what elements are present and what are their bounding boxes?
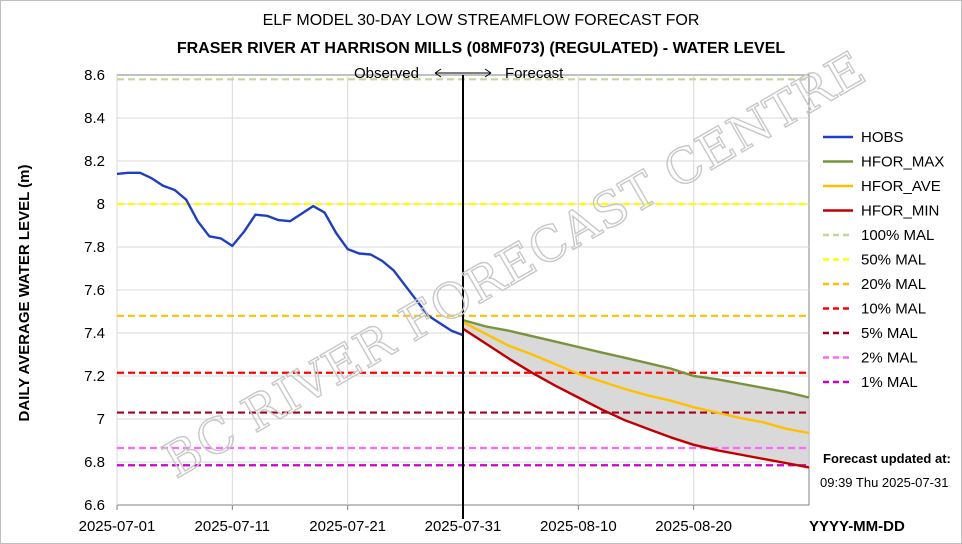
y-tick-label: 7.8	[84, 239, 105, 256]
legend-label: 5% MAL	[861, 325, 918, 342]
forecast-range-band	[462, 319, 810, 468]
legend-label: 10% MAL	[861, 301, 926, 318]
y-tick-label: 7.4	[84, 325, 105, 342]
chart-title: ELF MODEL 30-DAY LOW STREAMFLOW FORECAST…	[263, 12, 700, 29]
y-tick-label: 8	[97, 196, 105, 213]
legend-label: HFOR_AVE	[861, 178, 941, 195]
series-line	[462, 318, 810, 399]
arrow-head	[434, 68, 492, 78]
series-line	[116, 171, 464, 337]
legend-label: 2% MAL	[861, 350, 918, 367]
y-tick-label: 8.2	[84, 153, 105, 170]
plot-area: 6.6 6.8 7 7.2 7.4 7.6 7.8 8 8.2 8.4 8.6 2025-07-01 2…	[79, 40, 945, 535]
y-axis-label: DAILY AVERAGE WATER LEVEL (m)	[16, 165, 33, 422]
series-line	[462, 327, 810, 469]
forecast-updated-label: Forecast updated at:	[823, 451, 951, 466]
x-tick-label: 2025-07-21	[309, 518, 386, 535]
series-line	[462, 321, 810, 435]
forecast-updated-value: 09:39 Thu 2025-07-31	[820, 475, 948, 490]
y-tick-label: 8.6	[84, 67, 105, 84]
x-tick-label: 2025-08-20	[655, 518, 732, 535]
x-tick-label: 2025-08-10	[540, 518, 617, 535]
legend-label: HOBS	[861, 129, 904, 146]
legend-label: 1% MAL	[861, 374, 918, 391]
observed-label: Observed	[354, 65, 419, 82]
y-tick-label: 8.4	[84, 110, 105, 127]
x-axis-label: YYYY-MM-DD	[809, 518, 905, 535]
y-tick-label: 7.6	[84, 282, 105, 299]
y-tick-label: 6.8	[84, 454, 105, 471]
legend-label: HFOR_MIN	[861, 203, 939, 220]
y-tick-label: 6.6	[84, 497, 105, 514]
legend-label: 50% MAL	[861, 252, 926, 269]
chart-subtitle: FRASER RIVER AT HARRISON MILLS (08MF073)…	[177, 40, 786, 57]
x-tick-label: 2025-07-31	[425, 518, 502, 535]
y-tick-label: 7.2	[84, 368, 105, 385]
x-tick-label: 2025-07-11	[195, 518, 271, 535]
y-tick-label: 7	[97, 411, 105, 428]
legend-label: 20% MAL	[861, 276, 926, 293]
legend-label: 100% MAL	[861, 227, 934, 244]
legend-label: HFOR_MAX	[861, 154, 944, 171]
forecast-label: Forecast	[505, 65, 564, 82]
x-tick-label: 2025-07-01	[79, 518, 156, 535]
